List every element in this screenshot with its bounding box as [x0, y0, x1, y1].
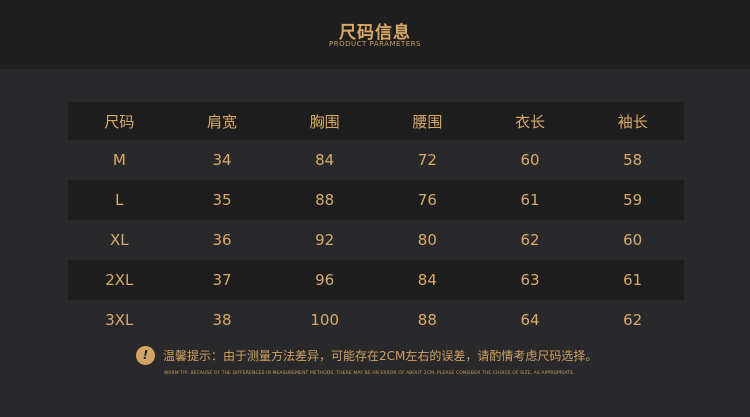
table-cell: 60	[623, 231, 643, 249]
table-cell: 58	[623, 151, 643, 169]
column-header: 胸围	[309, 112, 340, 131]
table-row: 3XL 38 100 88 64 62	[68, 300, 684, 340]
size-table: 尺码 肩宽 胸围 腰围 衣长 袖长 M 34 84 72 60 58 L 35 88 76 61 59…	[68, 102, 684, 340]
table-cell: 76	[417, 191, 437, 209]
table-cell: M	[112, 151, 126, 169]
table-cell: 38	[212, 311, 232, 329]
tip-text-en: WARM TIP: BECAUSE OF THE DIFFERENCES IN …	[164, 371, 575, 376]
table-cell: 34	[212, 151, 232, 169]
table-cell: 36	[212, 231, 232, 249]
table-row: L 35 88 76 61 59	[68, 180, 684, 220]
table-cell: 84	[417, 271, 437, 289]
table-cell: XL	[110, 231, 129, 249]
table-header-row: 尺码 肩宽 胸围 腰围 衣长 袖长	[68, 102, 684, 140]
table-cell: 63	[520, 271, 540, 289]
table-cell: 96	[315, 271, 335, 289]
table-cell: 2XL	[105, 271, 134, 289]
table-cell: L	[115, 191, 124, 209]
table-row: 2XL 37 96 84 63 61	[68, 260, 684, 300]
table-cell: 62	[623, 311, 643, 329]
column-header: 肩宽	[207, 112, 238, 131]
table-cell: 62	[520, 231, 540, 249]
table-cell: 100	[310, 311, 339, 329]
table-cell: 64	[520, 311, 540, 329]
exclamation-icon: !	[136, 346, 155, 365]
column-header: 腰围	[412, 112, 443, 131]
column-header: 袖长	[617, 112, 648, 131]
column-header: 尺码	[104, 112, 135, 131]
table-cell: 88	[417, 311, 437, 329]
table-cell: 61	[520, 191, 540, 209]
table-cell: 60	[520, 151, 540, 169]
table-cell: 80	[417, 231, 437, 249]
table-cell: 88	[315, 191, 335, 209]
table-row: M 34 84 72 60 58	[68, 140, 684, 180]
table-cell: 61	[623, 271, 643, 289]
table-cell: 92	[315, 231, 335, 249]
table-cell: 3XL	[105, 311, 134, 329]
page-subtitle: PRODUCT PARAMETERS	[329, 40, 421, 48]
column-header: 衣长	[515, 112, 546, 131]
warm-tip: ! 温馨提示：由于测量方法差异，可能存在2CM左右的误差，请酌情考虑尺码选择。	[136, 346, 597, 365]
table-cell: 84	[315, 151, 335, 169]
table-cell: 37	[212, 271, 232, 289]
table-row: XL 36 92 80 62 60	[68, 220, 684, 260]
page-title: 尺码信息	[339, 23, 411, 43]
tip-text-cn: 温馨提示：由于测量方法差异，可能存在2CM左右的误差，请酌情考虑尺码选择。	[163, 349, 598, 363]
table-cell: 59	[623, 191, 643, 209]
table-cell: 72	[417, 151, 437, 169]
table-cell: 35	[212, 191, 232, 209]
header-banner: 尺码信息 PRODUCT PARAMETERS	[0, 0, 750, 69]
